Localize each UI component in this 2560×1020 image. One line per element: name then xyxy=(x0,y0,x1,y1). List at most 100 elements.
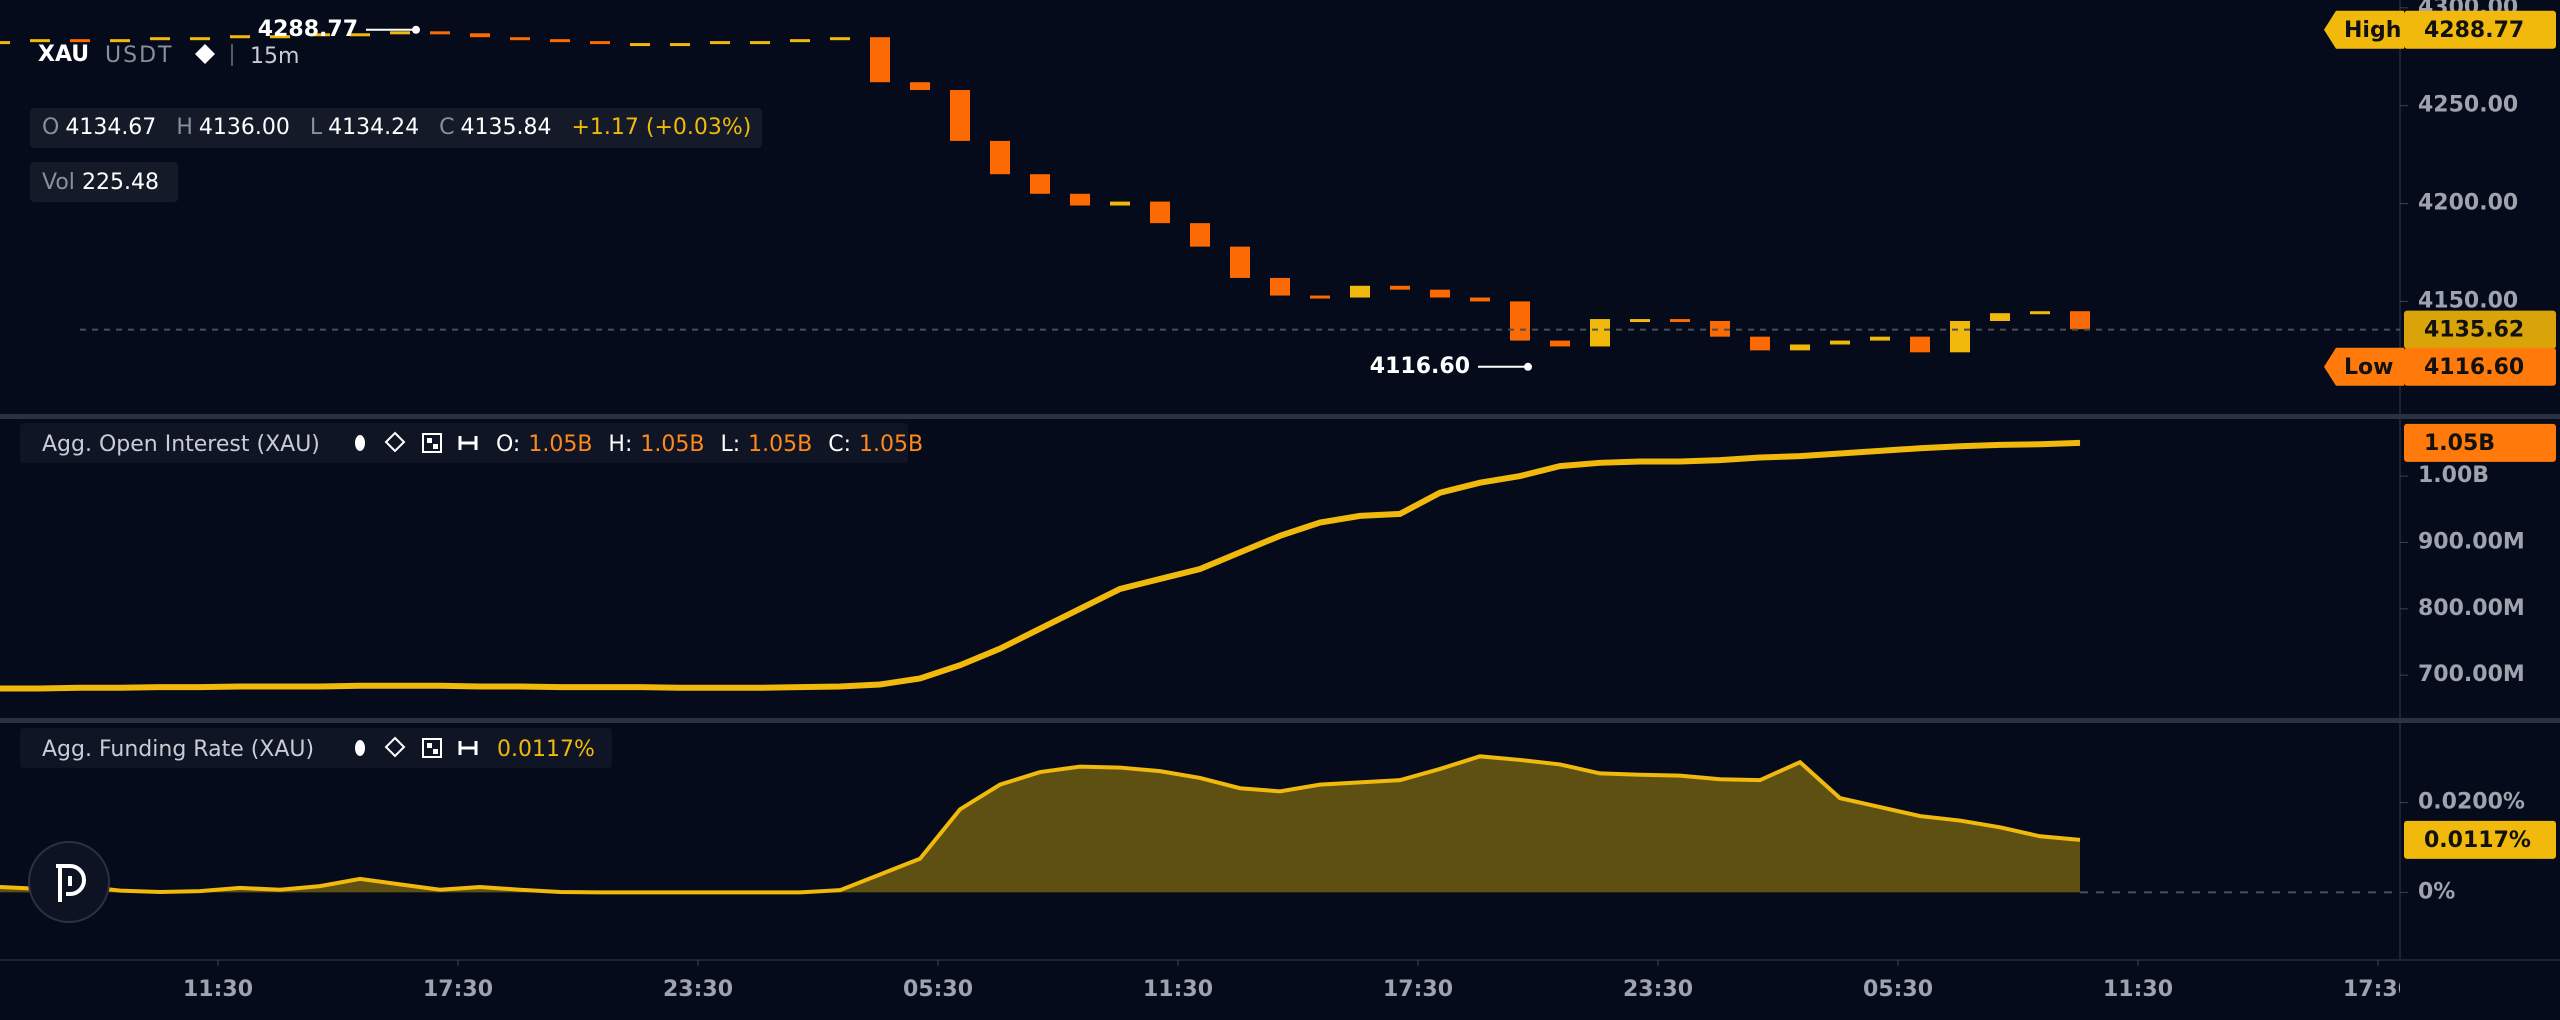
candle xyxy=(70,39,90,43)
y-tick-label: 4250.00 xyxy=(2418,93,2518,118)
candle xyxy=(1270,277,1290,296)
candle xyxy=(1310,295,1330,299)
annotation-label: 4288.77 xyxy=(258,17,358,42)
fr-header-box xyxy=(20,728,612,768)
logo[interactable] xyxy=(28,841,110,923)
y-tick-label: 1.00B xyxy=(2418,463,2489,488)
annotation-dot xyxy=(1524,362,1532,371)
candle xyxy=(1110,201,1130,206)
candle xyxy=(550,39,570,43)
candle xyxy=(0,41,10,45)
ohlc-value: 4134.24 xyxy=(328,115,419,140)
price-badge xyxy=(2404,310,2556,349)
y-tick-label: 4150.00 xyxy=(2418,288,2518,313)
badge-tag xyxy=(2324,347,2404,386)
candle xyxy=(390,31,410,35)
price-badge-text: 4288.77 xyxy=(2424,18,2524,43)
price-badge xyxy=(2404,820,2556,859)
price-badge xyxy=(2404,347,2556,386)
candle xyxy=(1150,201,1170,224)
candle xyxy=(1830,340,1850,345)
annotation-label: 4116.60 xyxy=(1370,354,1470,379)
oi-legend-value: 1.05B xyxy=(748,432,812,457)
ohlc-value: 4134.67 xyxy=(65,115,156,140)
candle xyxy=(1670,319,1690,323)
candle xyxy=(430,31,450,35)
candle xyxy=(630,43,650,47)
ohlc-key: L xyxy=(310,115,323,140)
candle xyxy=(1430,289,1450,298)
candle xyxy=(110,39,130,43)
candle xyxy=(790,39,810,43)
candle xyxy=(750,41,770,45)
candle xyxy=(1390,285,1410,290)
panel-divider xyxy=(0,414,2560,419)
oi-legend-key: L: xyxy=(720,432,740,457)
price-badge xyxy=(2404,423,2556,462)
candle xyxy=(1470,297,1490,302)
x-tick-label: 05:30 xyxy=(1863,977,1933,1002)
badge-tag xyxy=(2324,10,2404,49)
price-badge-text: 1.05B xyxy=(2424,431,2495,456)
vol-box xyxy=(30,162,178,202)
ohlc-value: 4135.84 xyxy=(460,115,551,140)
x-tick-label: 11:30 xyxy=(1143,977,1213,1002)
badge-tag-label: High xyxy=(2344,18,2401,43)
candle xyxy=(1950,321,1970,353)
exchange-icon xyxy=(195,44,215,64)
x-tick-label: 17:30 xyxy=(1383,977,1453,1002)
ohlc-value: 4136.00 xyxy=(199,115,290,140)
candle xyxy=(310,33,330,37)
area-line xyxy=(0,754,2081,895)
price-badge-text: 4116.60 xyxy=(2424,355,2524,380)
candle xyxy=(1030,174,1050,194)
oi-line xyxy=(0,439,2081,692)
x-tick-label: 23:30 xyxy=(663,977,733,1002)
ohlc-key: O xyxy=(42,115,59,140)
oi-legend-key: O: xyxy=(496,432,520,457)
candle xyxy=(1190,223,1210,247)
price-badge xyxy=(2404,10,2556,49)
fr-title: Agg. Funding Rate (XAU) xyxy=(42,737,314,762)
candle xyxy=(1710,321,1730,337)
oi-legend-value: 1.05B xyxy=(528,432,592,457)
candle xyxy=(2030,311,2050,315)
badge-tag-label: Low xyxy=(2344,355,2393,380)
x-tick-label: 17:30 xyxy=(423,977,493,1002)
vol-key: Vol xyxy=(42,170,75,195)
fr-icons xyxy=(355,736,478,758)
candle xyxy=(1790,344,1810,351)
plot-layer: 4288.77 4116.60 11:30 17:30 23:30 05:30 11:30 1… xyxy=(0,17,2413,1002)
oi-legend-value: 1.05B xyxy=(640,432,704,457)
y-tick-label: 900.00M xyxy=(2418,529,2525,554)
candle xyxy=(2070,311,2090,330)
candle xyxy=(590,41,610,45)
y-tick-label: 800.00M xyxy=(2418,596,2525,621)
candle xyxy=(150,37,170,41)
candle xyxy=(1070,193,1090,206)
y-tick-label: 700.00M xyxy=(2418,662,2525,687)
x-tick-label: 17:30 xyxy=(2343,977,2413,1002)
plot-area: 4288.77 4116.60 11:30 17:30 23:30 05:30 11:30 1… xyxy=(0,17,2413,1002)
panel-divider xyxy=(0,718,2560,723)
candle xyxy=(950,90,970,141)
symbol: XAU xyxy=(38,42,89,67)
x-tick-label: 11:30 xyxy=(183,977,253,1002)
oi-legend-key: C: xyxy=(828,432,851,457)
ohlc-box xyxy=(30,108,762,148)
x-tick-label: 11:30 xyxy=(2103,977,2173,1002)
candle xyxy=(1350,285,1370,298)
candle xyxy=(510,37,530,41)
annotation-dot xyxy=(412,25,420,34)
candle xyxy=(1630,319,1650,323)
y-tick-label: 0% xyxy=(2418,879,2455,904)
ohlc-key: H xyxy=(176,115,193,140)
candle xyxy=(350,33,370,37)
price-badge-text: 0.0117% xyxy=(2424,828,2531,853)
candle xyxy=(990,140,1010,175)
candle xyxy=(1990,313,2010,322)
oi-legend-key: H: xyxy=(608,432,632,457)
candle xyxy=(670,43,690,47)
y-tick-label: 4200.00 xyxy=(2418,191,2518,216)
